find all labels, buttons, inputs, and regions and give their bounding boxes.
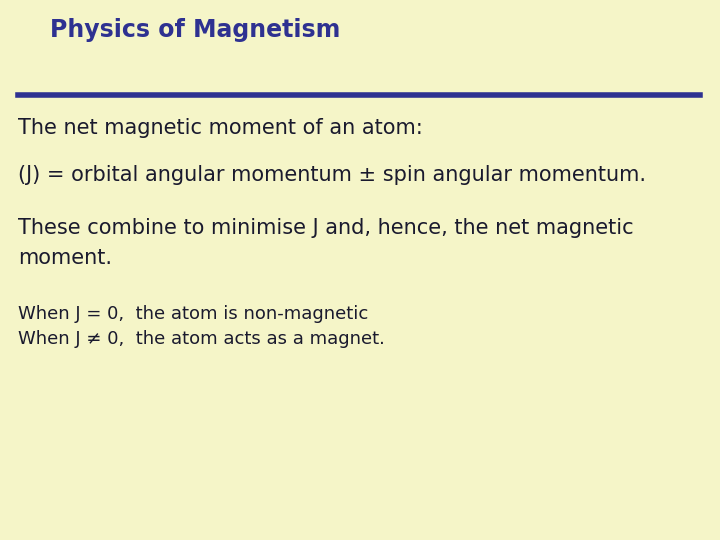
Text: These combine to minimise J and, hence, the net magnetic: These combine to minimise J and, hence, …: [18, 218, 634, 238]
Text: When J ≠ 0,  the atom acts as a magnet.: When J ≠ 0, the atom acts as a magnet.: [18, 330, 385, 348]
Text: (J) = orbital angular momentum ± spin angular momentum.: (J) = orbital angular momentum ± spin an…: [18, 165, 646, 185]
Text: When J = 0,  the atom is non-magnetic: When J = 0, the atom is non-magnetic: [18, 305, 368, 323]
Text: The net magnetic moment of an atom:: The net magnetic moment of an atom:: [18, 118, 423, 138]
Text: moment.: moment.: [18, 248, 112, 268]
Text: Physics of Magnetism: Physics of Magnetism: [50, 18, 341, 42]
